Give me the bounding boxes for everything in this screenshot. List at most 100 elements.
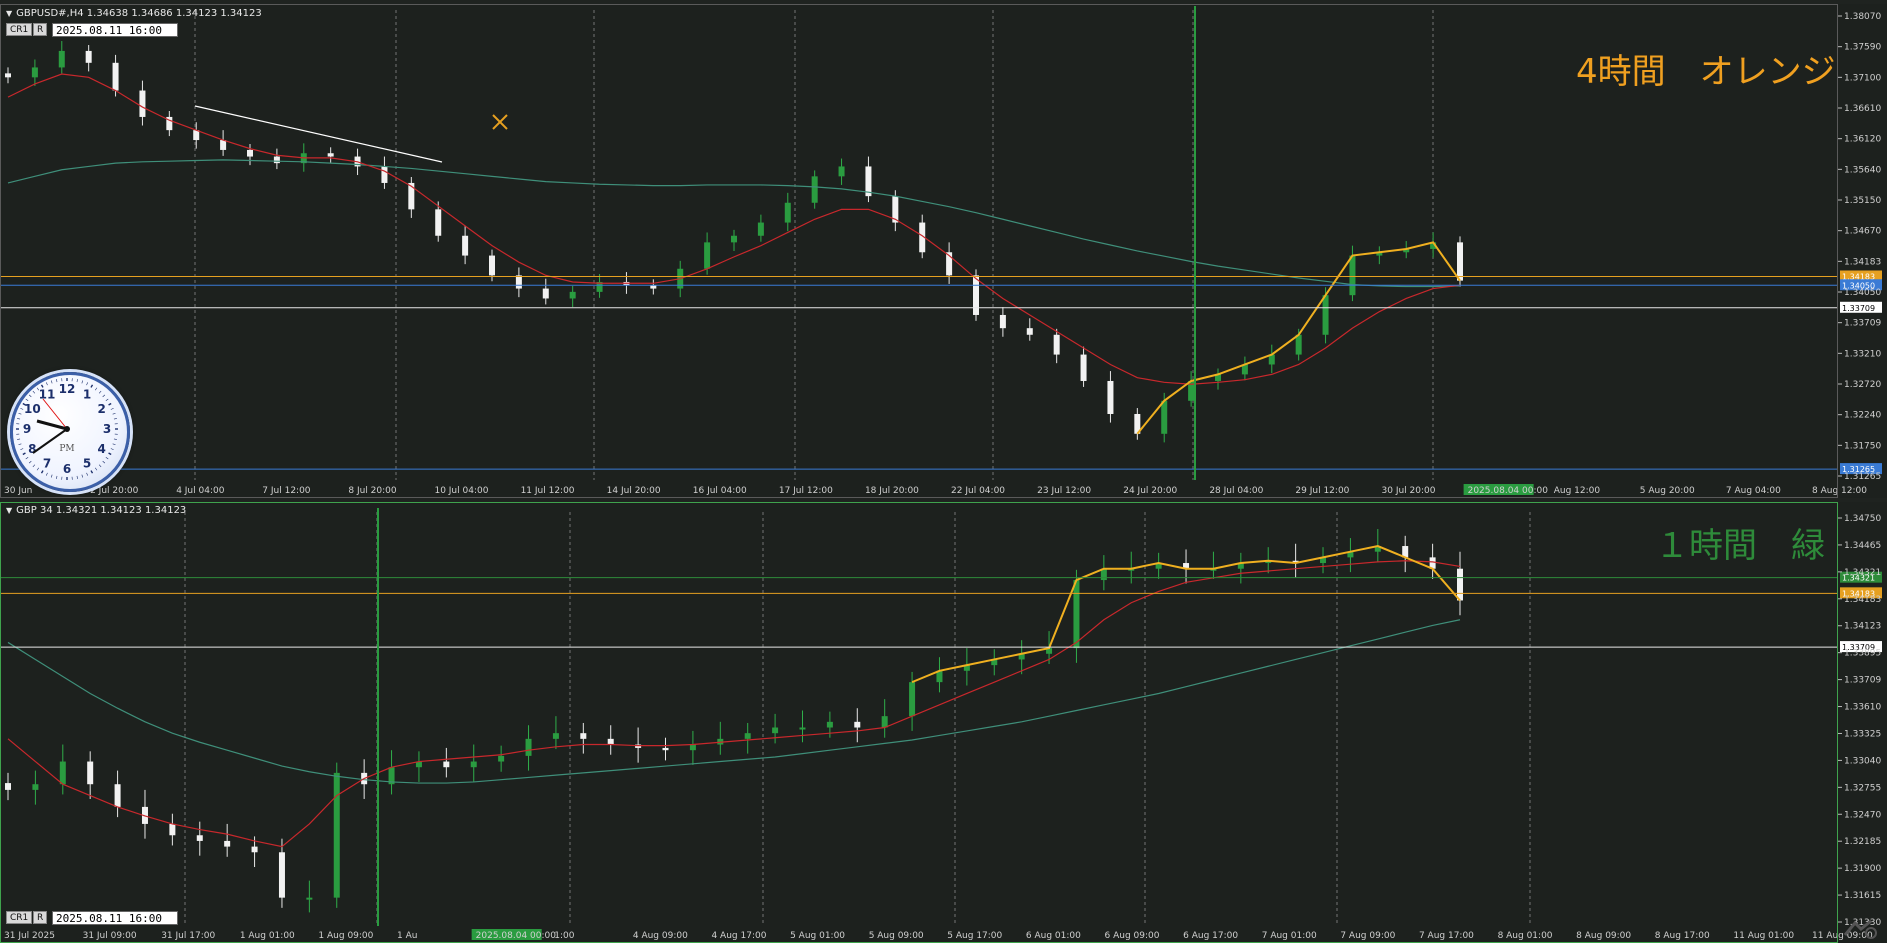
clock-tick (76, 475, 78, 479)
candle-body (1374, 546, 1381, 552)
h1-symbol-quote: GBP 34 1.34321 1.34123 1.34123 (16, 505, 187, 516)
h4-datetime-field[interactable]: 2025.08.11 16:00 (52, 23, 178, 37)
price-tick-label: 1.35640 (1844, 165, 1881, 175)
level-price-text: 1.31265 (1842, 465, 1875, 474)
price-tick-label: 1.35150 (1844, 196, 1881, 206)
clock-tick (102, 460, 106, 464)
candle-body (1161, 400, 1168, 434)
candle-body (273, 156, 280, 164)
r-button[interactable]: R (33, 23, 48, 36)
candle-body (333, 772, 340, 898)
cr1-button[interactable]: CR1 (6, 23, 33, 36)
candle-body (999, 314, 1006, 329)
candle-body (114, 784, 121, 807)
clock-tick (81, 474, 84, 478)
time-tick-label: 18 Jul 20:00 (865, 486, 919, 496)
price-tick-label: 1.37100 (1844, 73, 1881, 83)
clock-number: 7 (43, 457, 51, 471)
clock-tick (28, 460, 32, 464)
price-tick-label: 1.34465 (1844, 541, 1881, 551)
price-tick-label: 1.38070 (1844, 12, 1881, 22)
price-tick-label: 1.32470 (1844, 810, 1881, 820)
candle-body (415, 761, 422, 768)
clock-tick (40, 384, 44, 388)
price-tick-label: 1.32755 (1844, 783, 1881, 793)
clock-tick (56, 475, 58, 479)
candle-body (247, 149, 253, 157)
candle-body (5, 73, 11, 78)
price-tick-label: 1.31900 (1844, 864, 1881, 874)
clock-tick (50, 380, 53, 384)
price-tick-label: 1.32720 (1844, 380, 1881, 390)
clock-tick (108, 452, 112, 456)
candle-body (1403, 248, 1410, 253)
candle-body (306, 897, 313, 900)
level-price-tag (1840, 587, 1882, 599)
candle-body (569, 291, 576, 299)
time-tick-label: 7 Aug 01:00 (1262, 931, 1317, 941)
clock-tick (113, 438, 117, 440)
candle-body (689, 744, 696, 751)
price-tick-label: 1.31265 (1844, 472, 1881, 482)
time-tick-label: 5 Aug 01:00 (790, 931, 845, 941)
candle-body (973, 275, 979, 315)
price-tick-label: 1.34050 (1844, 288, 1881, 298)
candle-body (919, 222, 926, 253)
clock-tick (17, 438, 21, 440)
candle-body (1265, 560, 1272, 564)
price-tick-label: 1.33610 (1844, 703, 1881, 713)
candle-body (1268, 354, 1275, 365)
time-tick-label: 8 Aug 17:00 (1655, 931, 1710, 941)
price-tick-label: 1.31750 (1844, 441, 1881, 451)
level-price-tag (1840, 270, 1882, 282)
price-tick-label: 1.33040 (1844, 756, 1881, 766)
clock-tick (36, 467, 40, 471)
clock-tick (105, 398, 109, 402)
time-tick-label: 7 Jul 12:00 (262, 486, 311, 496)
candle-body (1046, 648, 1053, 654)
time-tick-label: 30 Jun (4, 486, 32, 496)
highlighted-time-box (1463, 484, 1534, 495)
ma-fast-line (7, 73, 1461, 385)
h1-chart-canvas[interactable]: 1.34183 1.34321 1.33709 1.34750 1.34465 1.343… (0, 502, 1887, 943)
candle-body (1155, 563, 1162, 569)
time-tick-label: Aug 12:00 (1554, 486, 1601, 496)
collapse-triangle-icon[interactable]: ▼ (6, 506, 13, 515)
h1-chart-pane[interactable]: 1.34183 1.34321 1.33709 1.34750 1.34465 1.343… (0, 502, 1887, 943)
cr1-button[interactable]: CR1 (6, 911, 33, 924)
r-button[interactable]: R (33, 911, 48, 924)
clock-tick (90, 470, 94, 474)
candle-body (1080, 354, 1087, 381)
time-tick-label: 28 Jul 04:00 (1209, 486, 1263, 496)
h1-annotation-label: １時間 緑 (1655, 526, 1825, 566)
candle-body (662, 747, 669, 751)
candle-body (1241, 364, 1248, 375)
clock-tick (25, 398, 29, 402)
level-price-text: 1.33709 (1842, 643, 1875, 652)
time-tick-label: 30 Jul 20:00 (1382, 486, 1436, 496)
level-price-text: 1.34183 (1842, 272, 1875, 281)
clock-tick (18, 443, 22, 446)
candle-body (946, 252, 953, 276)
collapse-triangle-icon[interactable]: ▼ (6, 9, 13, 18)
candle-body (220, 140, 227, 150)
level-price-text: 1.33709 (1842, 304, 1875, 313)
clock-number: 3 (103, 422, 111, 436)
clock-tick (32, 390, 36, 394)
candle-body (470, 761, 477, 768)
time-tick-label: 2025.08.04 00:00 (1468, 486, 1549, 496)
zigzag-line (1136, 241, 1461, 435)
h4-chart-pane[interactable]: 1.34183 1.34050 1.33709 1.31265 1.38070 1.375… (0, 4, 1887, 498)
h4-chart-canvas[interactable]: 1.34183 1.34050 1.33709 1.31265 1.38070 1.375… (0, 4, 1887, 498)
candle-body (1292, 560, 1299, 564)
price-tick-label: 1.37590 (1844, 43, 1881, 53)
clock-center (64, 426, 70, 432)
candle-body (991, 659, 998, 666)
analog-clock-widget: 12 1 2 3 4 5 6 7 8 9 10 11 PM (10, 372, 130, 492)
candle-body (489, 255, 495, 276)
time-tick-label: 23 Jul 12:00 (1037, 486, 1091, 496)
candle-body (1053, 334, 1060, 355)
clock-tick (112, 412, 116, 415)
h1-datetime-field[interactable]: 2025.08.11 16:00 (52, 911, 178, 925)
